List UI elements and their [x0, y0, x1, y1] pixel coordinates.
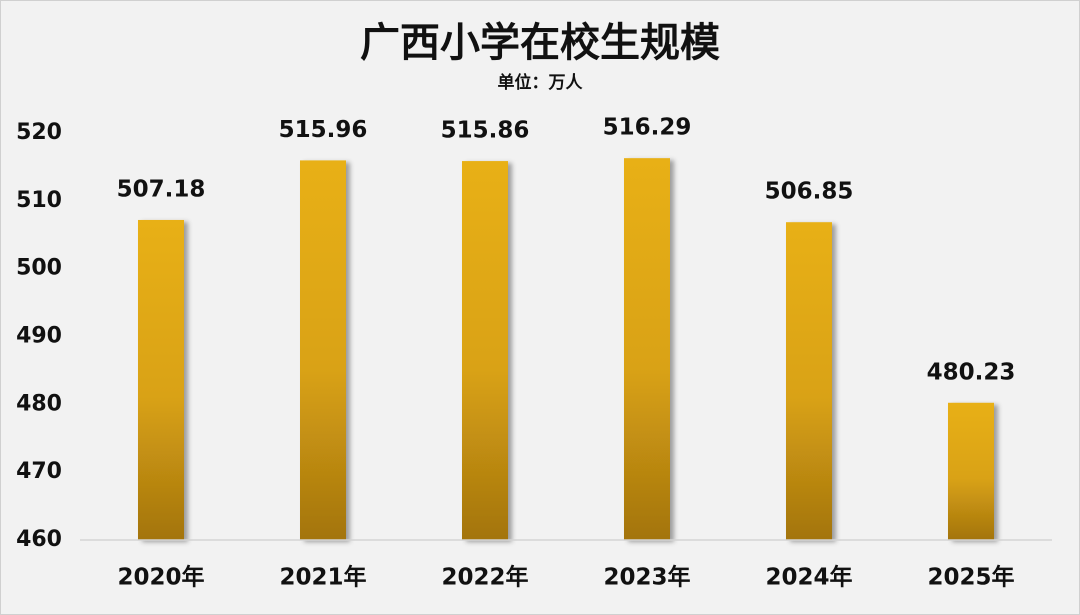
bar [948, 402, 994, 540]
x-tick-label: 2021年 [279, 564, 366, 591]
value-label: 516.29 [603, 115, 692, 141]
x-tick-label: 2024年 [765, 564, 852, 591]
x-tick-label: 2023年 [603, 564, 690, 591]
x-tick-label: 2020年 [117, 564, 204, 591]
value-label: 507.18 [117, 176, 206, 202]
bar [786, 222, 832, 540]
bar [624, 158, 670, 540]
chart-subtitle: 单位：万人 [498, 72, 584, 93]
value-label: 515.86 [441, 118, 530, 144]
y-tick-label: 460 [16, 527, 62, 552]
chart-title: 广西小学在校生规模 [360, 20, 720, 66]
bar [300, 160, 346, 540]
x-tick-label: 2025年 [927, 564, 1014, 591]
value-label: 515.96 [279, 117, 368, 143]
y-tick-label: 510 [16, 188, 62, 213]
y-tick-label: 470 [16, 459, 62, 484]
x-tick-label: 2022年 [441, 564, 528, 591]
y-tick-label: 500 [16, 256, 62, 281]
bar [138, 219, 184, 540]
value-label: 506.85 [765, 179, 854, 205]
y-tick-label: 490 [16, 324, 62, 349]
y-tick-label: 520 [16, 120, 62, 145]
value-label: 480.23 [927, 359, 1016, 385]
y-tick-label: 480 [16, 391, 62, 416]
bar [462, 161, 508, 540]
